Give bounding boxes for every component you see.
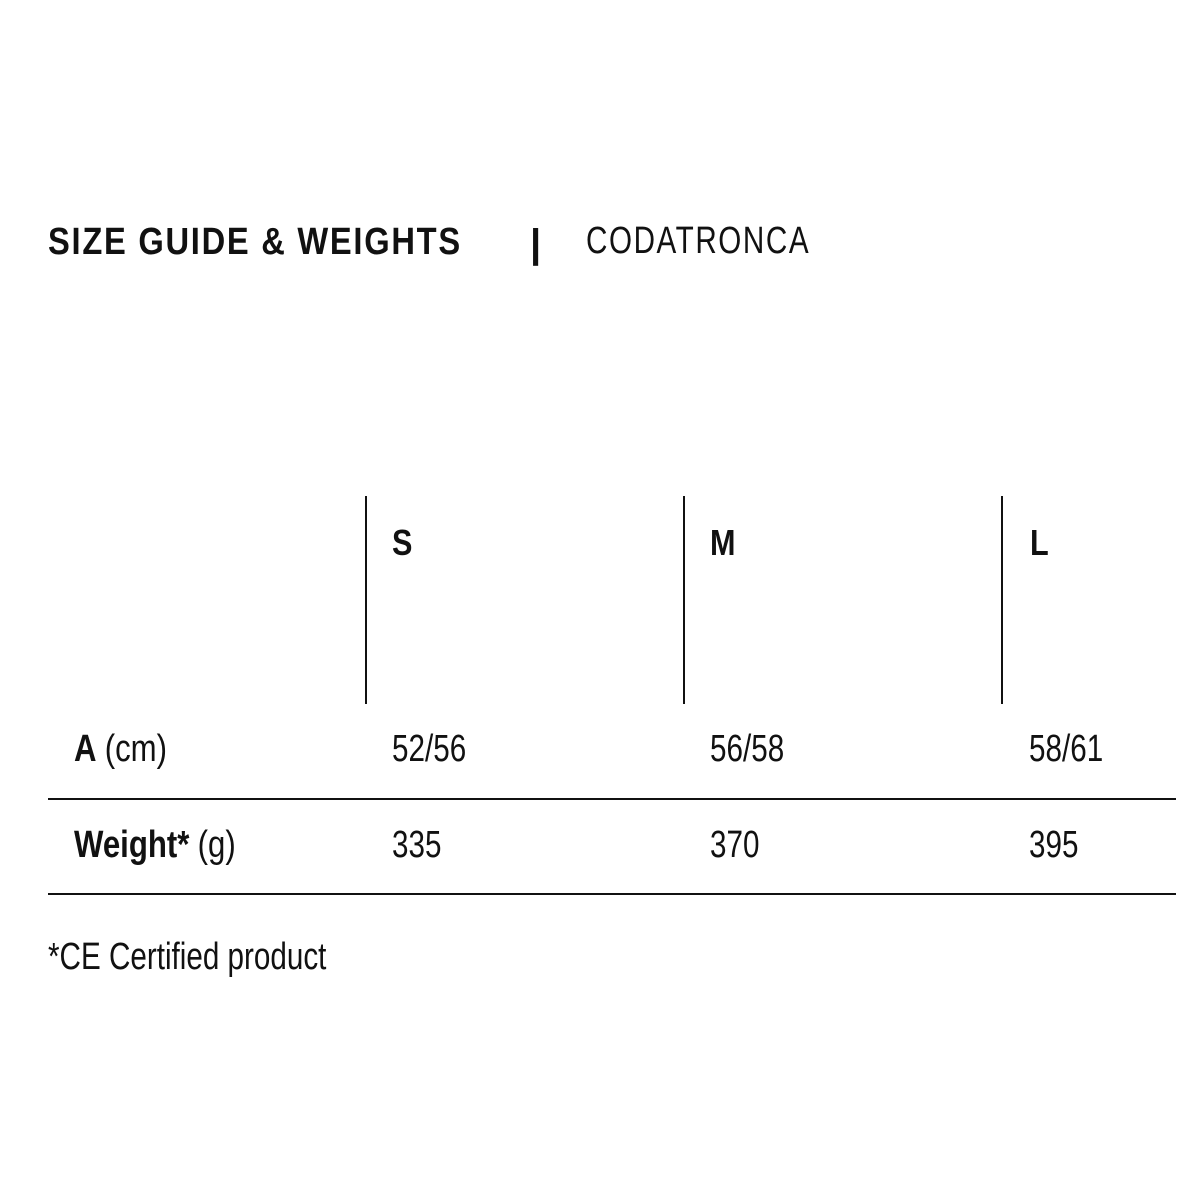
column-divider-l: [1001, 496, 1003, 704]
row-label-weight: Weight* (g): [74, 824, 236, 867]
row-divider-1: [48, 798, 1176, 800]
row-label-a: A (cm): [74, 728, 167, 771]
footnote: *CE Certified product: [48, 936, 327, 978]
row-label-a-name: A: [74, 728, 97, 770]
product-name: CODATRONCA: [586, 220, 811, 262]
cell-a-m: 56/58: [710, 728, 785, 770]
row-label-weight-unit: (g): [197, 824, 236, 866]
row-label-a-unit: (cm): [104, 728, 168, 770]
page-title: SIZE GUIDE & WEIGHTS | CODATRONCA: [48, 214, 809, 270]
column-divider-s: [365, 496, 367, 704]
row-divider-2: [48, 893, 1176, 895]
cell-a-l: 58/61: [1029, 728, 1104, 770]
row-label-weight-name: Weight*: [74, 824, 190, 866]
column-divider-m: [683, 496, 685, 704]
size-header-l: L: [1030, 522, 1049, 563]
size-header-s: S: [392, 522, 413, 563]
cell-weight-m: 370: [710, 824, 760, 866]
title-separator: |: [530, 222, 542, 266]
title-main: SIZE GUIDE & WEIGHTS: [48, 220, 462, 263]
size-header-m: M: [710, 522, 736, 563]
cell-weight-s: 335: [392, 824, 442, 866]
cell-a-s: 52/56: [392, 728, 467, 770]
cell-weight-l: 395: [1029, 824, 1079, 866]
